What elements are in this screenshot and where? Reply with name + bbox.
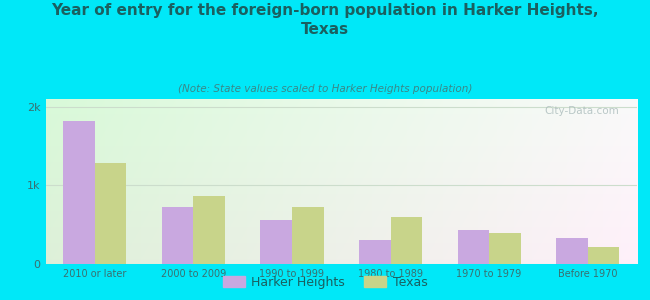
Bar bbox=[63, 121, 95, 264]
Bar bbox=[391, 217, 422, 264]
Bar bbox=[292, 207, 324, 264]
Bar bbox=[359, 240, 391, 264]
Bar bbox=[588, 247, 619, 264]
Text: (Note: State values scaled to Harker Heights population): (Note: State values scaled to Harker Hei… bbox=[178, 84, 472, 94]
Bar bbox=[458, 230, 489, 264]
Bar bbox=[261, 220, 292, 264]
Text: City-Data.com: City-Data.com bbox=[545, 106, 619, 116]
Legend: Harker Heights, Texas: Harker Heights, Texas bbox=[218, 271, 432, 294]
Bar bbox=[489, 232, 521, 264]
Bar bbox=[95, 164, 126, 264]
Text: Year of entry for the foreign-born population in Harker Heights,
Texas: Year of entry for the foreign-born popul… bbox=[51, 3, 599, 37]
Bar bbox=[162, 207, 194, 264]
Bar bbox=[194, 196, 225, 264]
Bar bbox=[556, 238, 588, 264]
